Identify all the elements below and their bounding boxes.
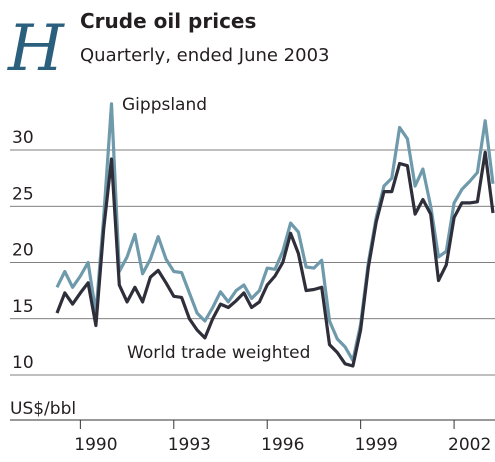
series-line [55, 150, 495, 368]
y-tick-label: 20 [12, 241, 34, 261]
x-tick-label: 1990 [74, 435, 117, 455]
y-tick-label: 15 [12, 297, 34, 317]
x-tick-label: 1996 [261, 435, 304, 455]
y-tick-label: 10 [12, 353, 34, 373]
y-tick-label: 30 [12, 128, 34, 148]
x-tick-label: 1993 [168, 435, 211, 455]
y-tick-label: 25 [12, 184, 34, 204]
chart-subtitle: Quarterly, ended June 2003 [80, 45, 330, 66]
y-axis-label: US$/bbl [10, 399, 76, 419]
chart-title: Crude oil prices [80, 9, 256, 33]
badge: H [7, 12, 65, 86]
x-tick-label: 1999 [355, 435, 398, 455]
series-line [55, 102, 495, 362]
series-label: Gippsland [122, 95, 207, 115]
series-label: World trade weighted [127, 343, 310, 363]
x-tick-label: 2002 [448, 435, 491, 455]
